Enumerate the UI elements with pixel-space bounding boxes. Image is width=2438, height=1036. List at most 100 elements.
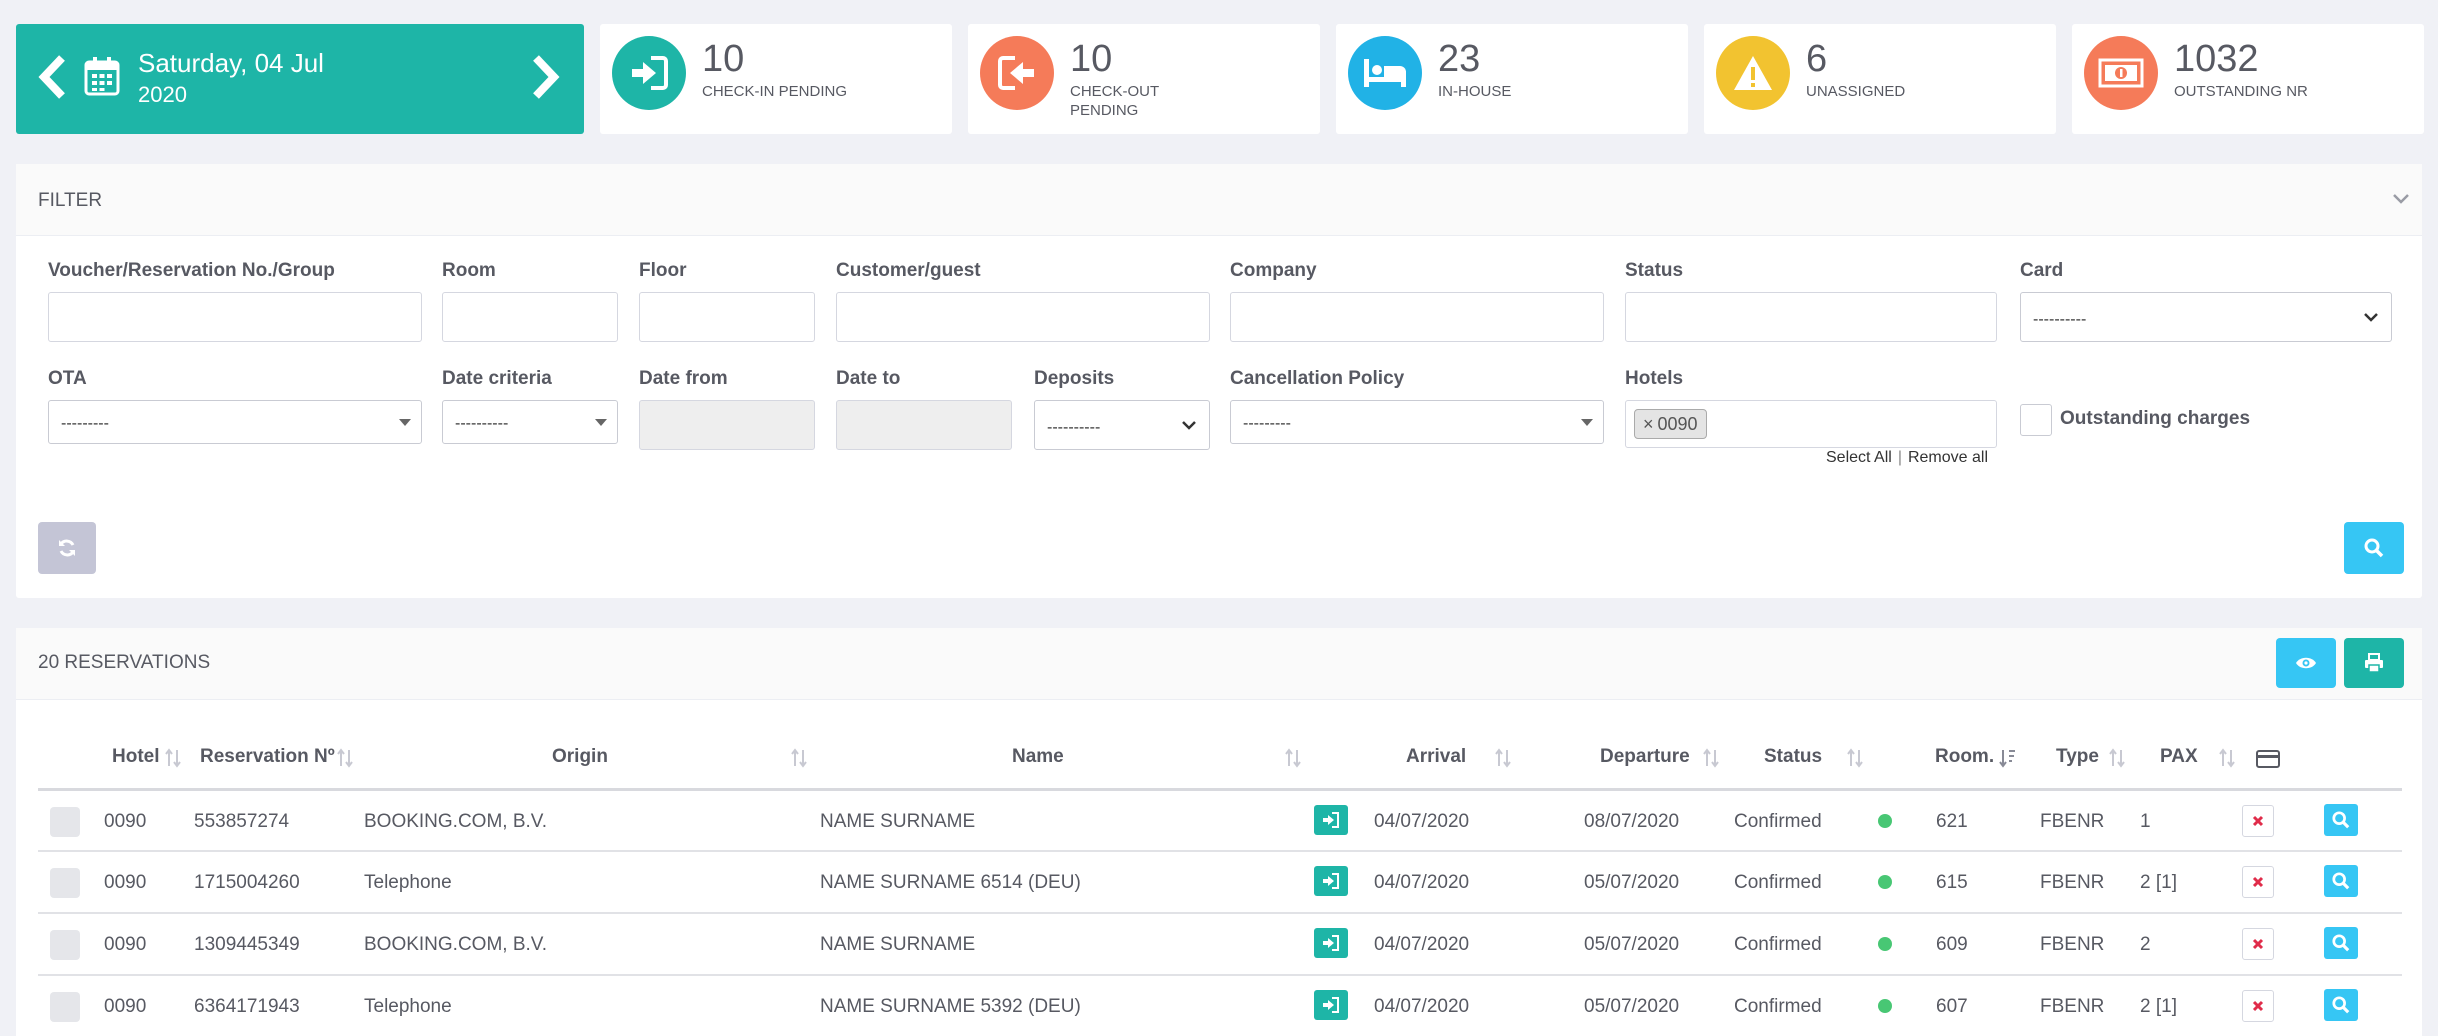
customer-input[interactable]: [836, 292, 1210, 342]
room-label: Room: [442, 260, 496, 281]
row-checkbox[interactable]: [50, 930, 80, 960]
row-checkbox[interactable]: [50, 807, 80, 837]
cancel-reservation-button[interactable]: [2242, 866, 2274, 898]
sort-icon[interactable]: [1284, 748, 1302, 768]
ota-select[interactable]: ---------: [48, 400, 422, 444]
cancellation-select-value: ---------: [1243, 415, 1291, 432]
row-checkbox[interactable]: [50, 868, 80, 898]
hotels-multiselect[interactable]: × 0090: [1625, 400, 1997, 448]
cell-reservation: 553857274: [194, 811, 290, 832]
card-select-value: ----------: [2033, 311, 2087, 328]
date-from-label: Date from: [639, 368, 728, 389]
customer-label: Customer/guest: [836, 260, 981, 281]
next-day-chevron-icon[interactable]: [532, 54, 560, 107]
stat-card-in-house[interactable]: 23 IN-HOUSE: [1336, 24, 1688, 134]
check-in-button[interactable]: [1314, 805, 1348, 835]
stat-number: 23: [1438, 38, 1481, 80]
check-in-button[interactable]: [1314, 990, 1348, 1020]
ota-label: OTA: [48, 368, 87, 389]
sort-icon[interactable]: [2108, 748, 2126, 768]
sort-icon[interactable]: [1702, 748, 1720, 768]
date-criteria-select-value: ----------: [455, 415, 509, 432]
stat-card-check-out[interactable]: 10 CHECK-OUT PENDING: [968, 24, 1320, 134]
sort-icon[interactable]: [2218, 748, 2236, 768]
sort-icon[interactable]: [1846, 748, 1864, 768]
stat-label: CHECK-OUT PENDING: [1070, 83, 1159, 119]
cell-pax: 2: [2140, 934, 2151, 955]
search-button[interactable]: [2344, 522, 2404, 574]
cell-room: 621: [1936, 811, 1968, 832]
cancel-reservation-button[interactable]: [2242, 928, 2274, 960]
sort-icon[interactable]: [1494, 748, 1512, 768]
remove-all-link[interactable]: Remove all: [1907, 449, 1988, 466]
sort-icon[interactable]: [336, 748, 354, 768]
voucher-input[interactable]: [48, 292, 422, 342]
col-room[interactable]: Room.: [1935, 746, 1995, 767]
col-reservation[interactable]: Reservation Nº: [200, 746, 335, 767]
table-row[interactable]: 0090 1309445349 BOOKING.COM, B.V. NAME S…: [38, 912, 2402, 974]
reset-button[interactable]: [38, 522, 96, 574]
status-input[interactable]: [1625, 292, 1997, 342]
cell-name: NAME SURNAME: [820, 811, 976, 832]
col-status[interactable]: Status: [1764, 746, 1823, 767]
date-navigator: Saturday, 04 Jul 2020: [16, 24, 584, 134]
dropdown-caret-icon: [595, 419, 607, 426]
col-hotel[interactable]: Hotel: [112, 746, 160, 767]
search-icon: [2332, 811, 2350, 829]
table-row[interactable]: 0090 1715004260 Telephone NAME SURNAME 6…: [38, 850, 2402, 912]
date-to-label: Date to: [836, 368, 901, 389]
col-pax[interactable]: PAX: [2160, 746, 2198, 767]
sort-icon[interactable]: [164, 748, 182, 768]
deposits-select-value: ----------: [1047, 419, 1101, 436]
date-criteria-select[interactable]: ----------: [442, 400, 618, 444]
current-date-label: Saturday, 04 Jul: [138, 48, 324, 78]
row-checkbox[interactable]: [50, 992, 80, 1022]
stat-label: CHECK-IN PENDING: [702, 83, 848, 100]
eye-icon: [2296, 657, 2316, 669]
stat-card-check-in[interactable]: 10 CHECK-IN PENDING: [600, 24, 952, 134]
check-in-button[interactable]: [1314, 928, 1348, 958]
sort-descending-icon[interactable]: [1998, 748, 2016, 768]
date-criteria-label: Date criteria: [442, 368, 552, 389]
stat-card-outstanding[interactable]: 1032 OUTSTANDING NR: [2072, 24, 2424, 134]
close-icon: [2252, 1000, 2264, 1012]
previous-day-chevron-icon[interactable]: [38, 54, 66, 107]
collapse-chevron-icon[interactable]: [2392, 192, 2410, 210]
deposits-select[interactable]: ----------: [1034, 400, 1210, 450]
company-input[interactable]: [1230, 292, 1604, 342]
view-button[interactable]: [2276, 638, 2336, 688]
remove-tag-icon[interactable]: ×: [1643, 413, 1654, 434]
col-origin[interactable]: Origin: [552, 746, 608, 767]
dropdown-caret-icon: [399, 419, 411, 426]
room-input[interactable]: [442, 292, 618, 342]
table-row[interactable]: 0090 553857274 BOOKING.COM, B.V. NAME SU…: [38, 788, 2402, 850]
select-all-link[interactable]: Select All: [1826, 449, 1892, 466]
sort-icon[interactable]: [790, 748, 808, 768]
cancellation-select[interactable]: ---------: [1230, 400, 1604, 444]
filter-header[interactable]: FILTER: [16, 164, 2422, 236]
floor-input[interactable]: [639, 292, 815, 342]
view-reservation-button[interactable]: [2324, 865, 2358, 897]
view-reservation-button[interactable]: [2324, 989, 2358, 1021]
stat-number: 6: [1806, 38, 1828, 80]
cell-origin: BOOKING.COM, B.V.: [364, 811, 548, 832]
col-departure[interactable]: Departure: [1600, 746, 1690, 767]
cell-arrival: 04/07/2020: [1374, 811, 1470, 832]
card-select[interactable]: ----------: [2020, 292, 2392, 342]
col-arrival[interactable]: Arrival: [1406, 746, 1467, 767]
view-reservation-button[interactable]: [2324, 927, 2358, 959]
cell-departure: 08/07/2020: [1584, 811, 1680, 832]
chevron-down-icon: [1182, 421, 1196, 430]
col-name[interactable]: Name: [1012, 746, 1064, 767]
print-button[interactable]: [2344, 638, 2404, 688]
cancel-reservation-button[interactable]: [2242, 805, 2274, 837]
stat-card-unassigned[interactable]: 6 UNASSIGNED: [1704, 24, 2056, 134]
col-type[interactable]: Type: [2056, 746, 2099, 767]
outstanding-charges-checkbox[interactable]: [2020, 404, 2052, 436]
cancel-reservation-button[interactable]: [2242, 990, 2274, 1022]
view-reservation-button[interactable]: [2324, 804, 2358, 836]
hotel-select-links: Select All | Remove all: [1826, 449, 1988, 467]
check-in-button[interactable]: [1314, 866, 1348, 896]
status-dot: [1878, 814, 1892, 828]
table-row[interactable]: 0090 6364171943 Telephone NAME SURNAME 5…: [38, 974, 2402, 1036]
